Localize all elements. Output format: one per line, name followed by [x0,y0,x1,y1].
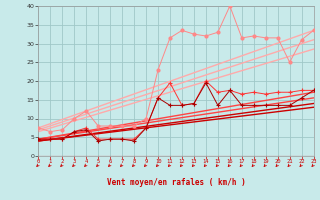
X-axis label: Vent moyen/en rafales ( km/h ): Vent moyen/en rafales ( km/h ) [107,178,245,187]
